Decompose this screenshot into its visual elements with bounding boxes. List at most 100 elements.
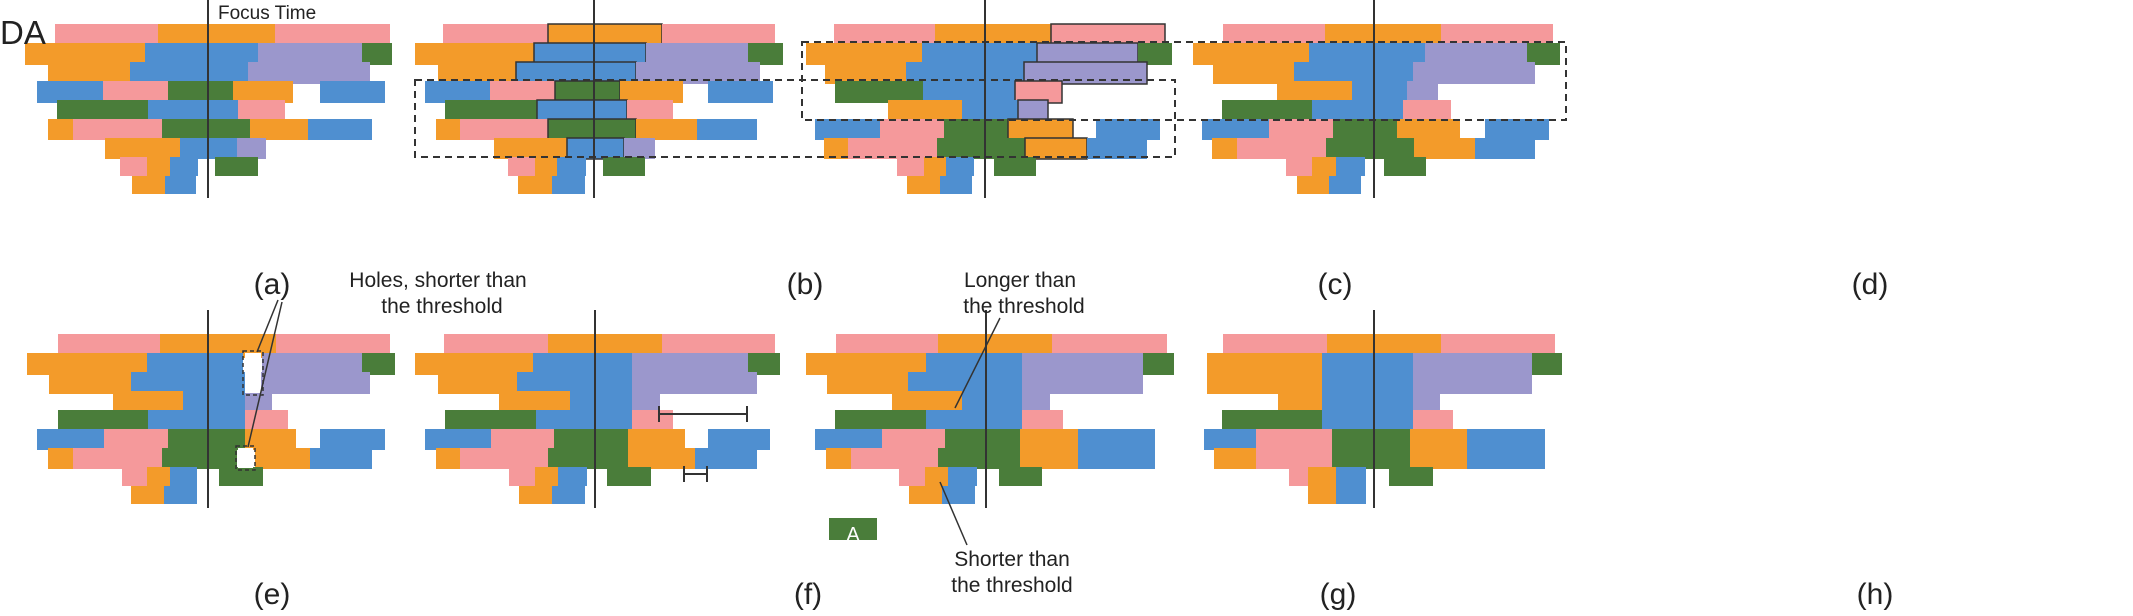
block-blue [310,448,372,469]
block-pink [245,410,288,431]
block-orange [131,486,164,504]
block-blue [1336,157,1365,176]
block-blue [1322,353,1413,375]
block-green [362,353,395,375]
block-purple [237,138,266,159]
block-blue [908,372,1022,394]
block-green [938,448,1020,469]
block-orange [1024,137,1088,160]
block-green [1326,138,1414,159]
block-orange [636,119,697,140]
block-green [748,43,783,65]
block-pink [509,467,535,486]
annotation-graphics [235,299,1001,546]
block-blue [536,99,628,122]
panel-e [27,334,395,504]
block-orange [925,467,948,486]
block-pink [508,157,535,176]
block-green [445,410,536,431]
block-blue [183,391,210,413]
block-orange [48,448,73,469]
block-orange [438,372,517,394]
block-blue [906,62,1024,84]
hole-lower [238,448,253,468]
block-blue [1078,448,1155,469]
block-blue [1322,372,1413,394]
block-orange [518,176,552,194]
block-orange [25,43,145,65]
block-purple [1022,353,1143,375]
block-green [58,410,148,431]
block-blue [815,119,880,140]
shorter-annotation-line1: Shorter than [954,548,1070,571]
block-blue [170,157,198,176]
block-purple [1022,372,1143,394]
block-orange [1414,138,1475,159]
holes-annotation-line2: the threshold [381,295,502,318]
block-blue [170,467,197,486]
block-orange [1308,486,1336,504]
block-purple [632,391,660,413]
block-blue [37,81,103,103]
block-blue [147,353,210,375]
block-pink [73,119,162,140]
holes-pointer-upper [256,299,279,353]
block-blue [308,119,372,140]
block-blue [164,486,197,504]
block-orange [1213,62,1294,84]
block-blue [131,372,210,394]
block-purple [1407,81,1438,103]
block-orange [113,391,183,413]
block-orange [415,43,534,65]
block-green [603,157,645,176]
block-purple [1413,372,1532,394]
block-purple [1023,61,1148,85]
blocks-layer [25,23,1562,540]
block-green [162,448,237,469]
block-pink [1286,157,1312,176]
block-purple [1017,99,1049,122]
block-orange [1214,448,1256,469]
block-pink [880,119,944,140]
panel-b [415,23,783,194]
hole-lower-outline [235,445,256,471]
block-orange [1410,448,1467,469]
block-blue [1202,119,1269,140]
block-orange [438,62,516,84]
block-blue [1322,410,1413,431]
block-pink [899,467,925,486]
block-purple [1425,43,1527,65]
block-green [1384,157,1426,176]
block-orange [1397,119,1460,140]
block-pink [73,448,162,469]
block-green [57,100,148,121]
block-orange [824,138,848,159]
block-green [944,119,1008,140]
block-green [1222,410,1322,431]
block-pink [1256,429,1332,450]
block-blue [1485,119,1549,140]
block-a-label: A [846,524,860,546]
block-blue [940,176,972,194]
block-green [445,100,537,121]
block-pink [122,467,147,486]
block-purple [1022,391,1050,413]
block-blue [320,81,385,103]
block-blue [1294,62,1413,84]
block-orange [105,138,180,159]
block-orange [48,62,130,84]
block-blue [130,62,248,84]
block-blue [926,410,1022,431]
block-pink [882,429,945,450]
panel-label-d: (d) [1852,268,1889,301]
block-green [168,429,210,450]
panel-label-b: (b) [787,268,824,301]
block-blue [946,157,974,176]
block-green [1389,467,1433,486]
block-blue [596,391,632,413]
block-green [607,467,651,486]
block-blue [37,429,104,450]
block-orange [49,372,131,394]
block-purple [1413,353,1532,375]
block-pink [490,81,555,103]
